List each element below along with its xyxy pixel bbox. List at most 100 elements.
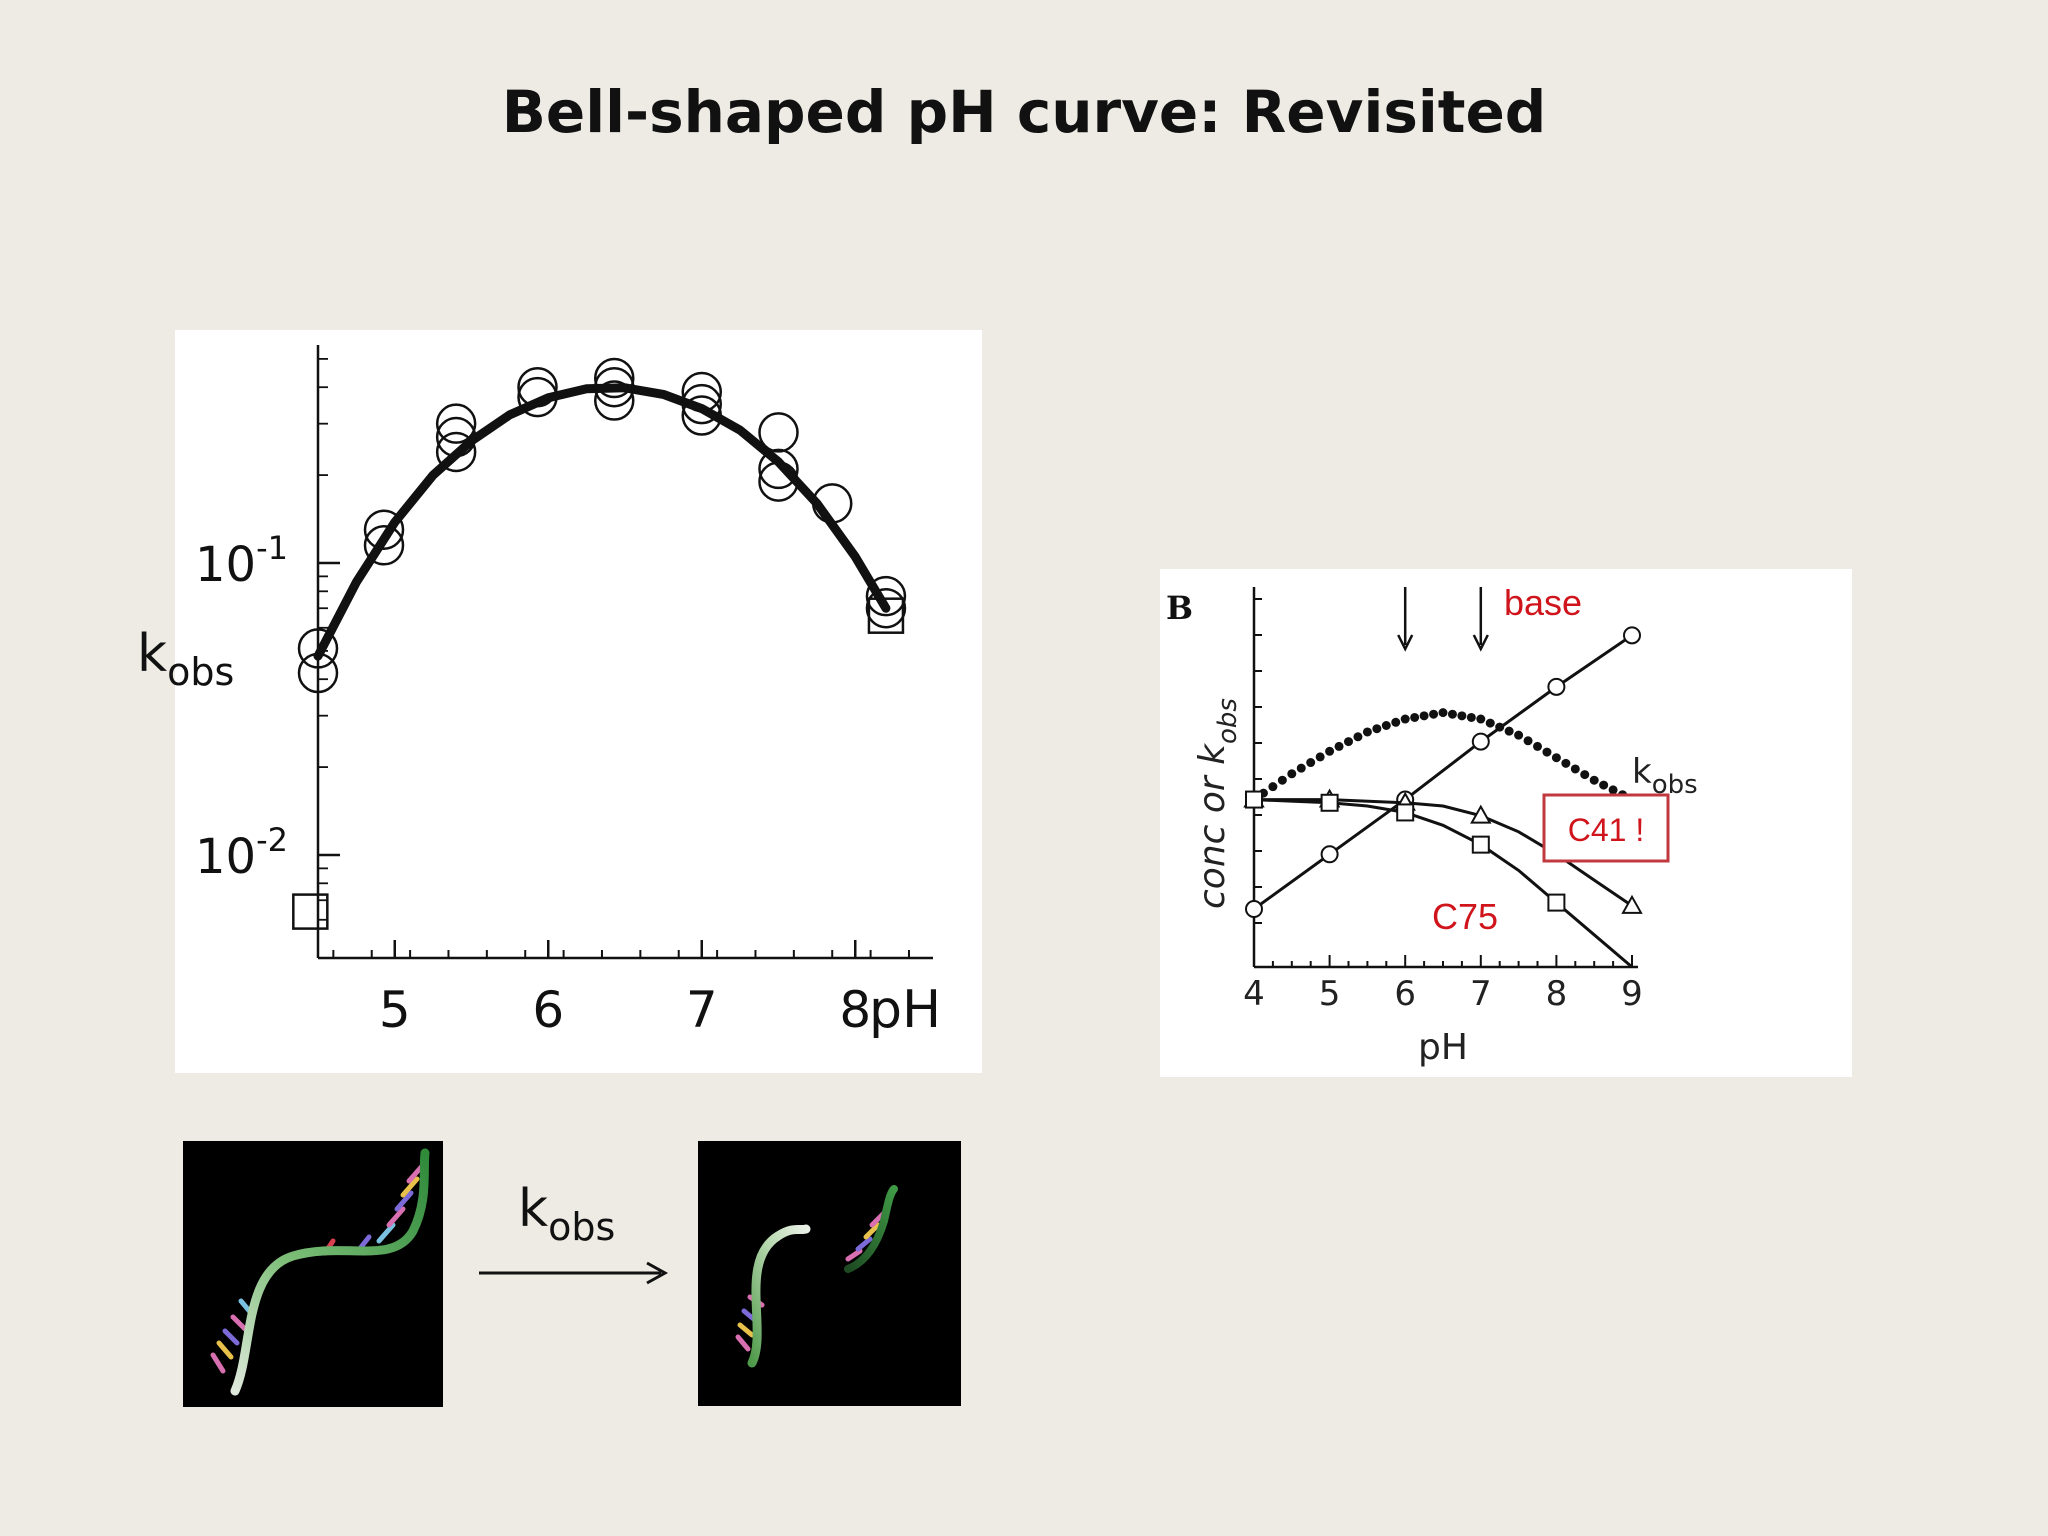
kobs-axis-label: kobs xyxy=(137,628,234,691)
c75-marker xyxy=(1547,893,1566,912)
ph-rate-chart: 5 6 7 8pH 10-1 10-2 xyxy=(195,345,941,1040)
data-point-circle xyxy=(758,448,799,490)
species-chart-panel: B 4 5 6 7 8 9 pH conc or kobs base kobs C41 ! C75 xyxy=(1160,569,1852,1077)
x-tick-label: 6 xyxy=(532,981,564,1039)
kobs-dot xyxy=(1277,775,1287,785)
kobs-dot xyxy=(1485,718,1495,728)
kobs-dot xyxy=(1381,721,1391,730)
data-point-circle xyxy=(594,366,635,408)
cleaved-dna-illustration xyxy=(735,1185,898,1368)
data-point-circle xyxy=(363,509,405,550)
base-series-label: base xyxy=(1504,582,1582,623)
kobs-dot xyxy=(1372,724,1382,734)
data-point-circle xyxy=(363,525,405,566)
cleaved-dna-image xyxy=(698,1141,961,1406)
x-tick-label: 5 xyxy=(1319,974,1341,1014)
data-point-circle xyxy=(681,371,722,413)
kobs-dot xyxy=(1287,769,1297,779)
marker-arrow-head xyxy=(1472,634,1489,652)
cleaved-strand-right xyxy=(844,1185,898,1273)
kobs-dot xyxy=(1504,726,1514,736)
panel-label: B xyxy=(1166,589,1193,627)
base-marker xyxy=(1320,845,1339,864)
c41-label-box xyxy=(1542,793,1670,863)
data-point-circle xyxy=(865,575,907,617)
data-point-circle xyxy=(594,380,635,421)
kobs-dot xyxy=(1561,758,1571,768)
fit-curve xyxy=(313,383,891,661)
kobs-dot xyxy=(1429,709,1439,719)
data-point-circle xyxy=(811,483,853,524)
x-tick-label: 8 xyxy=(839,981,871,1039)
dna-duplex-image xyxy=(183,1141,443,1407)
kobs-axis-label-main: k xyxy=(137,624,168,684)
cleaved-strand-left xyxy=(747,1224,811,1368)
c75-marker xyxy=(1396,803,1415,822)
x-tick-label: 9 xyxy=(1621,974,1643,1014)
kobs-dot xyxy=(1325,746,1335,756)
kobs-dot xyxy=(1334,741,1344,751)
kobs-dot xyxy=(1419,711,1429,721)
kobs-reaction-label-sub: obs xyxy=(548,1205,616,1249)
kobs-dot xyxy=(1400,714,1410,724)
slide-title: Bell-shaped pH curve: Revisited xyxy=(501,78,1547,146)
kobs-dot xyxy=(1514,730,1524,740)
reaction-arrow xyxy=(479,1261,669,1285)
ph-rate-chart-panel: 5 6 7 8 pH 10-1 10-2 xyxy=(175,330,982,1073)
series-line xyxy=(1253,798,1633,969)
dna-strand xyxy=(230,1148,430,1396)
x-axis-label: pH xyxy=(1418,1027,1468,1068)
data-point-circle xyxy=(435,416,477,458)
kobs-dot xyxy=(1589,775,1599,785)
kobs-dot xyxy=(1438,708,1448,718)
species-chart: B 4 5 6 7 8 9 pH conc or kobs base kobs C41 ! C75 xyxy=(1166,582,1698,1068)
data-point-circle xyxy=(435,403,477,444)
y-axis-label: conc or kobs xyxy=(1192,698,1243,909)
base-marker xyxy=(1623,626,1641,645)
c75-marker xyxy=(1471,835,1490,854)
c75-series-label: C75 xyxy=(1432,896,1498,937)
x-tick-label: 4 xyxy=(1243,974,1265,1014)
series-line xyxy=(1253,634,1633,911)
dna-duplex-illustration xyxy=(210,1148,430,1396)
x-axis-label: pH xyxy=(869,980,941,1040)
kobs-dot xyxy=(1542,747,1552,757)
kobs-dot xyxy=(1296,763,1306,773)
x-tick-label: 8 xyxy=(1546,974,1568,1014)
kobs-dot xyxy=(1353,732,1363,742)
base-marker xyxy=(1547,677,1566,696)
data-point-circle xyxy=(681,395,722,436)
kobs-reaction-label-main: k xyxy=(518,1179,549,1239)
kobs-dot xyxy=(1306,758,1316,768)
kobs-dot xyxy=(1362,727,1372,737)
c41-marker xyxy=(1621,894,1643,914)
c75-marker xyxy=(1320,793,1339,812)
c75-marker xyxy=(1245,790,1263,809)
kobs-dot xyxy=(1551,753,1561,763)
data-point-circle xyxy=(594,357,635,399)
x-tick-label: 7 xyxy=(1470,974,1492,1014)
kobs-dot xyxy=(1315,752,1325,762)
kobs-dot xyxy=(1344,737,1353,747)
kobs-dot xyxy=(1447,709,1457,719)
kobs-dot xyxy=(1495,722,1505,732)
kobs-dot xyxy=(1533,741,1542,751)
data-point-circle xyxy=(865,587,907,629)
data-point-circle xyxy=(517,376,558,418)
data-point-circle xyxy=(297,652,339,694)
c41-series-label: C41 ! xyxy=(1568,812,1644,848)
kobs-dot xyxy=(1580,770,1590,780)
kobs-dot xyxy=(1268,782,1278,792)
marker-arrow-head xyxy=(1397,634,1414,652)
y-tick-label: 10-2 xyxy=(195,821,288,885)
kobs-dot xyxy=(1476,714,1486,724)
data-point-circle xyxy=(297,628,339,669)
kobs-dot xyxy=(1466,712,1476,722)
y-tick-label: 10-1 xyxy=(195,529,288,593)
x-tick-label: 6 xyxy=(1394,974,1416,1014)
data-point-square xyxy=(867,597,905,634)
kobs-dot xyxy=(1457,711,1467,721)
kobs-dot xyxy=(1608,785,1618,795)
x-tick-label: 5 xyxy=(379,981,411,1039)
data-point-square xyxy=(292,893,329,930)
